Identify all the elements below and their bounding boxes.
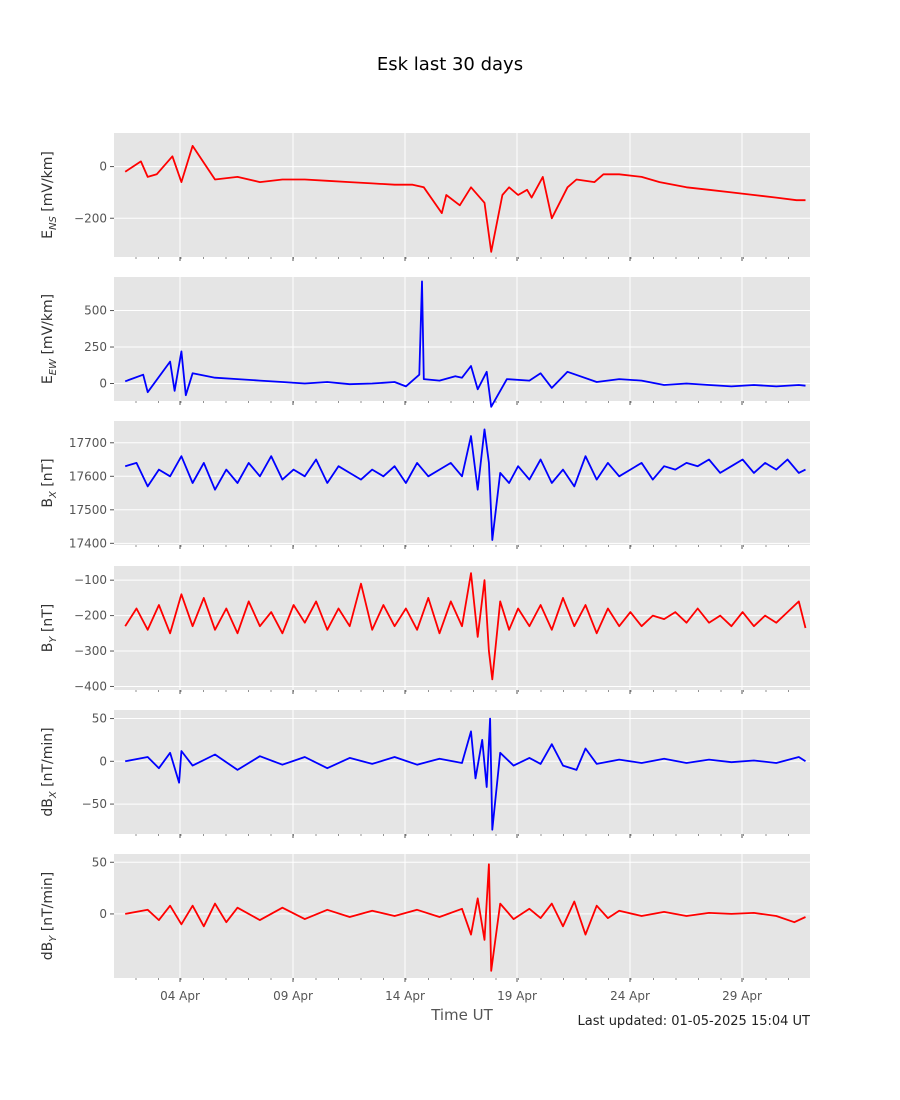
panel-background [114,133,810,257]
series-line [125,717,806,831]
y-tick-label: −400 [74,679,107,693]
panel-background [114,854,810,978]
y-axis-label: BY [nT] [40,604,59,653]
series-line [125,863,806,972]
panel-1: 500 250 0 EEW [mV/km] [40,277,810,408]
y-tick-label: 0 [99,160,107,174]
panel-5: 50 0 dBY [nT/min] [40,854,810,982]
x-axis-label: Time UT [430,1006,493,1024]
y-tick-label: −200 [74,211,107,225]
x-tick-label: 24 Apr [610,989,650,1003]
y-tick-label: 0 [99,907,107,921]
panel-3: −100 −200 −300 −400 BY [nT] [40,566,810,694]
y-tick-label: 17700 [69,436,107,450]
y-tick-label: 500 [84,304,107,318]
y-tick-label: 0 [99,754,107,768]
y-axis-label: BX [nT] [40,458,59,507]
y-tick-label: −300 [74,644,107,658]
y-tick-label: 17500 [69,503,107,517]
y-tick-label: 50 [92,855,107,869]
panel-2: 17700 17600 17500 17400 BX [nT] [40,421,810,550]
x-axis-tick-labels: 04 Apr 09 Apr 14 Apr 19 Apr 24 Apr 29 Apr [160,989,762,1003]
series-line [124,428,806,541]
x-tick-label: 04 Apr [160,989,200,1003]
y-axis-label: dBX [nT/min] [40,727,59,816]
x-tick-label: 14 Apr [385,989,425,1003]
panel-0: 0 −200 ENS [mV/km] [40,133,810,261]
x-tick-label: 09 Apr [273,989,313,1003]
y-tick-label: 17400 [69,536,107,550]
y-axis-label: EEW [mV/km] [40,294,59,384]
y-axis-label: ENS [mV/km] [40,151,59,239]
y-tick-label: 50 [92,712,107,726]
panel-background [114,710,810,834]
x-tick-label: 29 Apr [722,989,762,1003]
panel-4: 50 0 −50 dBX [nT/min] [40,710,810,838]
y-tick-label: 0 [99,376,107,390]
y-tick-label: −200 [74,609,107,623]
panel-background [114,421,810,545]
y-axis-label: dBY [nT/min] [40,872,59,961]
series-line [124,144,806,253]
series-line [124,280,806,408]
panel-background [114,566,810,690]
series-line [124,572,807,681]
chart-title: Esk last 30 days [377,54,523,75]
y-tick-label: 250 [84,340,107,354]
y-tick-label: 17600 [69,469,107,483]
last-updated-text: Last updated: 01-05-2025 15:04 UT [577,1014,810,1029]
panel-background [114,277,810,401]
y-tick-label: −100 [74,573,107,587]
x-tick-label: 19 Apr [497,989,537,1003]
y-tick-label: −50 [82,797,107,811]
